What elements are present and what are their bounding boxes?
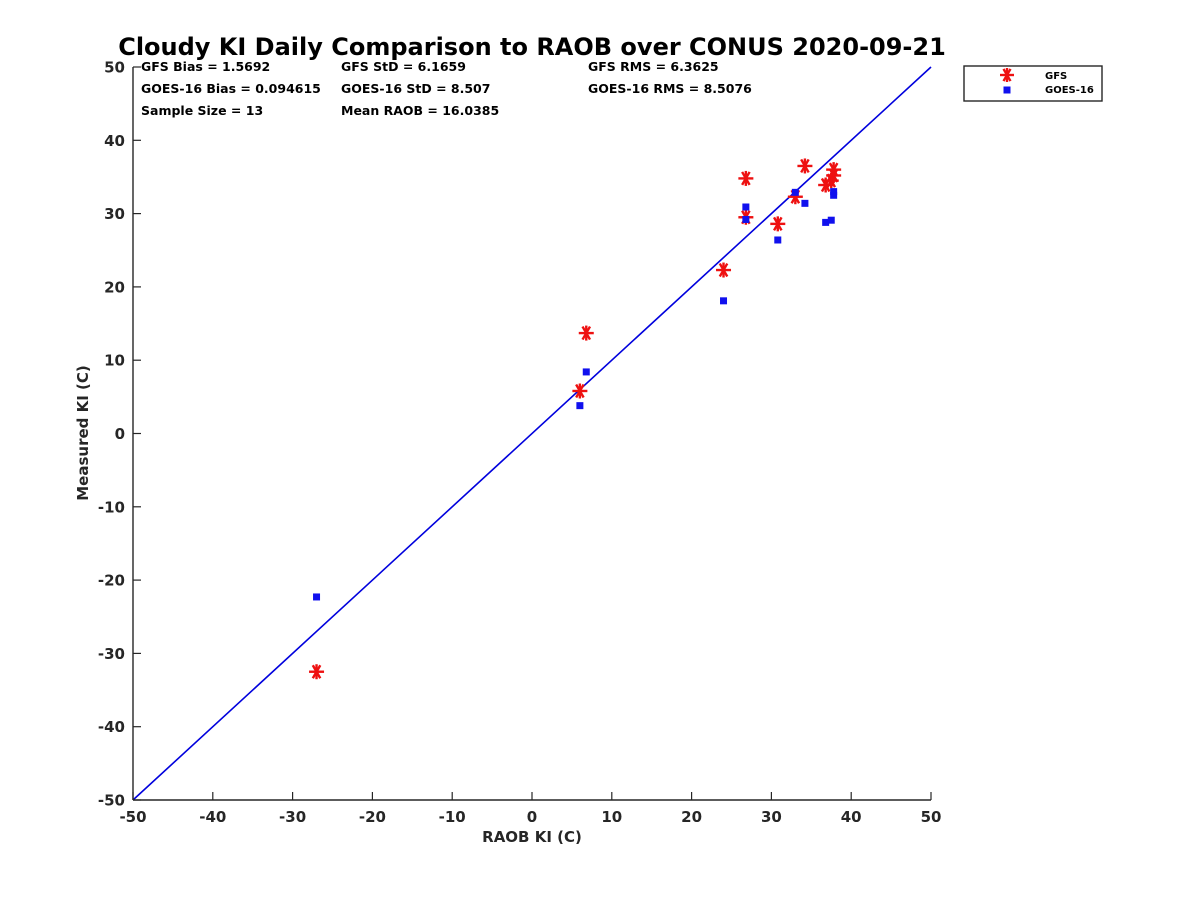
stat-gfs-bias: GFS Bias = 1.5692 [141,59,270,74]
legend-goes-16-label: GOES-16 [1045,85,1094,96]
goes-16-point [830,191,838,199]
gfs-point [309,664,325,680]
gfs-point [738,170,754,186]
x-tick-label: 40 [841,808,862,826]
x-tick-label: 50 [921,808,942,826]
y-tick-label: 0 [115,425,125,443]
y-tick-label: -10 [98,498,125,516]
goes-16-point [791,188,799,196]
goes-16-point [774,236,782,244]
stat-sample-size: Sample Size = 13 [141,103,263,118]
x-tick-label: -40 [199,808,226,826]
stat-mean-raob: Mean RAOB = 16.0385 [341,103,499,118]
legend: GFS GOES-16 [963,65,1103,102]
y-tick-label: -20 [98,572,125,590]
gfs-point [578,325,594,341]
series-gfs [309,158,842,680]
goes-16-point [742,203,750,211]
legend-gfs-asterisk [1000,68,1014,82]
y-tick-label: 10 [104,352,125,370]
x-tick-label: -10 [439,808,466,826]
y-tick-label: 40 [104,132,125,150]
stat-goes-rms: GOES-16 RMS = 8.5076 [588,81,752,96]
legend-box [963,65,1103,102]
x-tick-label: 0 [527,808,537,826]
y-tick-label: -30 [98,645,125,663]
y-tick-label: 20 [104,278,125,296]
legend-goes-16-marker [1003,86,1011,94]
goes-16-point [830,188,838,196]
y-tick-label: 50 [104,59,125,77]
gfs-point [826,162,842,178]
gfs-point [572,383,588,399]
legend-gfs-marker [1000,68,1014,82]
y-axis-ticks: 50 40 30 20 10 0 -10 -20 -30 -40 -50 [98,59,141,810]
y-tick-label: 30 [104,205,125,223]
stat-gfs-rms: GFS RMS = 6.3625 [588,59,719,74]
x-tick-label: -30 [279,808,306,826]
gfs-point [797,158,813,174]
goes-16-point [720,297,728,305]
x-tick-label: -50 [119,808,146,826]
goes-16-point [576,402,584,410]
stat-gfs-std: GFS StD = 6.1659 [341,59,466,74]
gfs-point [716,262,732,278]
plot-area: -50 -40 -30 -20 -10 0 10 20 30 40 50 50 40 30 20 10 0 -1… [98,59,942,827]
stat-goes-std: GOES-16 StD = 8.507 [341,81,490,96]
goes-16-point [582,368,590,376]
goes-16-point [801,199,809,207]
x-axis-ticks: -50 -40 -30 -20 -10 0 10 20 30 40 50 [119,792,941,826]
y-axis-label: Measured KI (C) [74,365,92,501]
legend-gfs-label: GFS [1045,71,1067,82]
chart-title: Cloudy KI Daily Comparison to RAOB over … [118,33,946,61]
x-tick-label: 30 [761,808,782,826]
stat-goes-bias: GOES-16 Bias = 0.094615 [141,81,321,96]
x-tick-label: 10 [601,808,622,826]
x-axis-label: RAOB KI (C) [482,828,582,846]
x-tick-label: -20 [359,808,386,826]
stats-block: GFS Bias = 1.5692 GFS StD = 6.1659 GFS R… [141,59,752,118]
goes-16-point [827,216,835,224]
gfs-point [770,216,786,232]
series-goes-16 [313,188,838,601]
goes-16-point [822,218,830,226]
x-tick-label: 20 [681,808,702,826]
y-tick-label: -50 [98,792,125,810]
goes-16-point [742,215,750,223]
goes-16-point [313,593,321,601]
y-tick-label: -40 [98,718,125,736]
